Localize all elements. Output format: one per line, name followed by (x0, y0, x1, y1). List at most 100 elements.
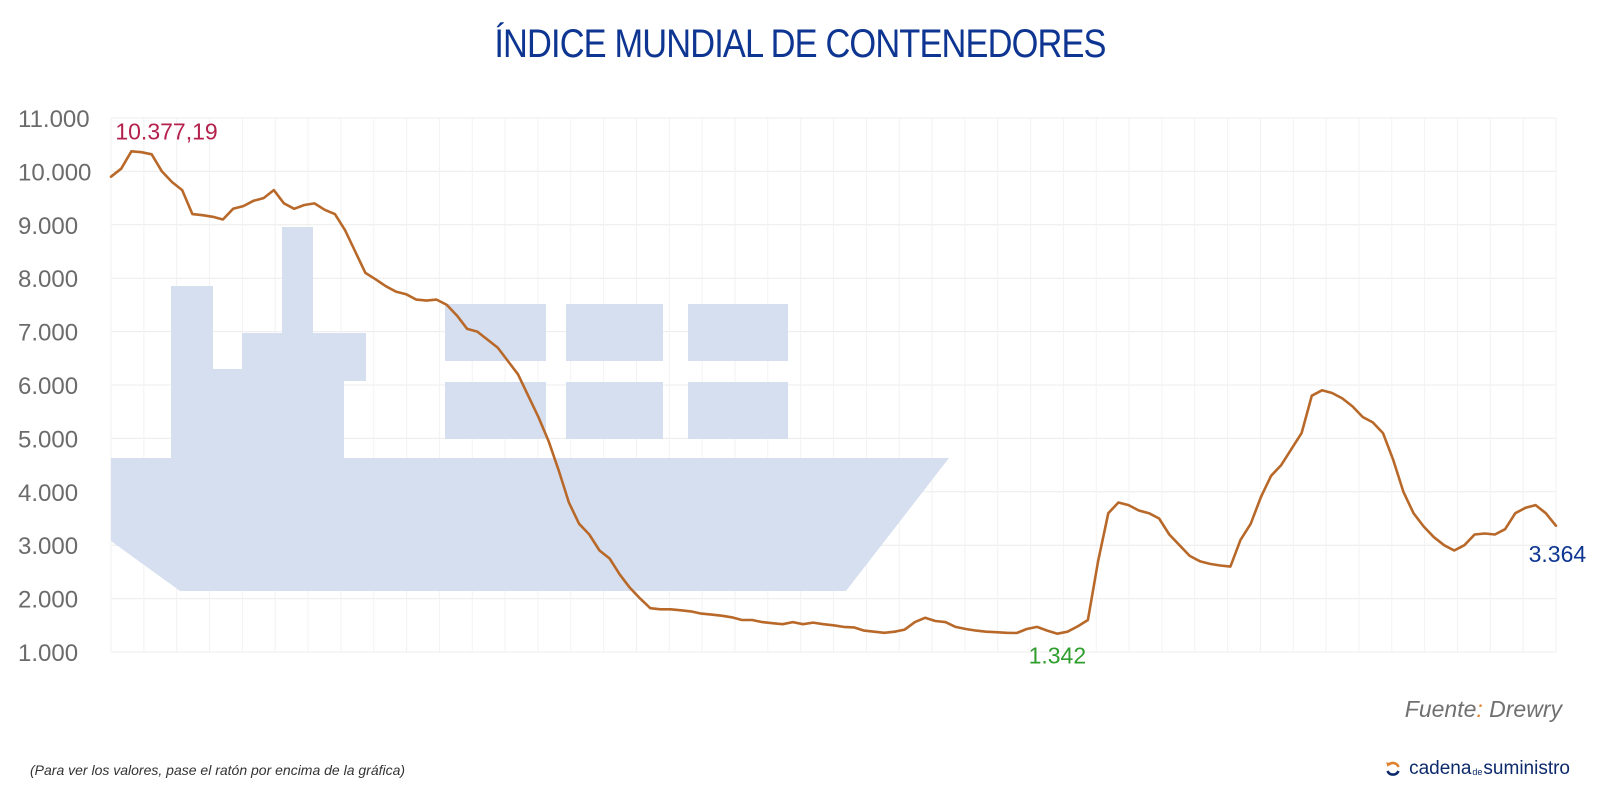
data-point[interactable] (1114, 498, 1122, 506)
data-point[interactable] (158, 167, 166, 175)
data-point[interactable] (433, 296, 441, 304)
data-point[interactable] (514, 370, 522, 378)
data-point[interactable] (473, 328, 481, 336)
data-point[interactable] (1369, 418, 1377, 426)
data-point[interactable] (728, 613, 736, 621)
data-point[interactable] (341, 226, 349, 234)
data-point[interactable] (616, 571, 624, 579)
data-point[interactable] (1308, 392, 1316, 400)
data-point[interactable] (891, 628, 899, 636)
data-point[interactable] (1104, 509, 1112, 517)
data-point[interactable] (565, 498, 573, 506)
data-point[interactable] (1542, 509, 1550, 517)
data-point[interactable] (931, 617, 939, 625)
data-point[interactable] (1298, 429, 1306, 437)
data-point[interactable] (667, 605, 675, 613)
data-point[interactable] (952, 623, 960, 631)
data-point[interactable] (1216, 561, 1224, 569)
data-point[interactable] (1013, 629, 1021, 637)
data-point[interactable] (239, 202, 247, 210)
data-point[interactable] (300, 201, 308, 209)
data-point[interactable] (372, 275, 380, 283)
data-point[interactable] (840, 623, 848, 631)
data-point[interactable] (280, 199, 288, 207)
data-point[interactable] (1501, 525, 1509, 533)
data-point[interactable] (290, 205, 298, 213)
data-point[interactable] (392, 288, 400, 296)
data-point[interactable] (1532, 501, 1540, 509)
data-point[interactable] (677, 606, 685, 614)
data-point[interactable] (1186, 552, 1194, 560)
data-point[interactable] (127, 147, 135, 155)
data-point[interactable] (850, 623, 858, 631)
data-point[interactable] (188, 210, 196, 218)
data-point[interactable] (321, 206, 329, 214)
data-point[interactable] (585, 531, 593, 539)
data-point[interactable] (555, 466, 563, 474)
data-point[interactable] (636, 595, 644, 603)
data-point[interactable] (1328, 389, 1336, 397)
data-point[interactable] (901, 626, 909, 634)
data-point[interactable] (534, 413, 542, 421)
data-point[interactable] (311, 199, 319, 207)
data-point[interactable] (138, 148, 146, 156)
data-point[interactable] (1521, 504, 1529, 512)
data-point[interactable] (1023, 625, 1031, 633)
data-point[interactable] (1175, 541, 1183, 549)
data-point[interactable] (962, 625, 970, 633)
data-point[interactable] (830, 621, 838, 629)
data-point[interactable] (443, 301, 451, 309)
data-point[interactable] (504, 357, 512, 365)
data-point[interactable] (768, 619, 776, 627)
data-point[interactable] (1460, 541, 1468, 549)
data-point[interactable] (1033, 623, 1041, 631)
data-point[interactable] (1043, 627, 1051, 635)
data-point[interactable] (606, 555, 614, 563)
data-point[interactable] (178, 186, 186, 194)
data-point[interactable] (819, 620, 827, 628)
data-point[interactable] (463, 325, 471, 333)
data-point[interactable] (982, 628, 990, 636)
data-point[interactable] (453, 312, 461, 320)
data-point[interactable] (270, 186, 278, 194)
data-point[interactable] (545, 437, 553, 445)
data-point[interactable] (1002, 629, 1010, 637)
data-point[interactable] (1318, 386, 1326, 394)
data-point[interactable] (697, 610, 705, 618)
data-point[interactable] (148, 150, 156, 158)
data-point[interactable] (484, 336, 492, 344)
data-point[interactable] (107, 173, 115, 181)
data-point[interactable] (524, 392, 532, 400)
data-point[interactable] (117, 165, 125, 173)
data-point[interactable] (1165, 531, 1173, 539)
data-point[interactable] (1491, 531, 1499, 539)
data-point[interactable] (972, 627, 980, 635)
data-point[interactable] (626, 584, 634, 592)
data-point[interactable] (1450, 547, 1458, 555)
data-point[interactable] (494, 344, 502, 352)
data-point[interactable] (1481, 529, 1489, 537)
data-point[interactable] (595, 547, 603, 555)
data-point[interactable] (1084, 616, 1092, 624)
data-point[interactable] (1196, 557, 1204, 565)
data-point[interactable] (1135, 506, 1143, 514)
data-point[interactable] (1552, 522, 1560, 530)
data-point[interactable] (1348, 402, 1356, 410)
data-point[interactable] (1257, 493, 1265, 501)
data-point[interactable] (199, 211, 207, 219)
data-point[interactable] (1389, 456, 1397, 464)
data-point[interactable] (209, 213, 217, 221)
data-point[interactable] (1206, 560, 1214, 568)
data-point[interactable] (880, 629, 888, 637)
data-point[interactable] (992, 628, 1000, 636)
data-point[interactable] (1399, 488, 1407, 496)
data-point[interactable] (412, 296, 420, 304)
data-point[interactable] (422, 297, 430, 305)
data-point[interactable] (351, 248, 359, 256)
data-point[interactable] (402, 290, 410, 298)
data-point[interactable] (1267, 472, 1275, 480)
data-point[interactable] (870, 628, 878, 636)
data-point[interactable] (1338, 394, 1346, 402)
data-point[interactable] (1247, 520, 1255, 528)
data-point[interactable] (860, 627, 868, 635)
